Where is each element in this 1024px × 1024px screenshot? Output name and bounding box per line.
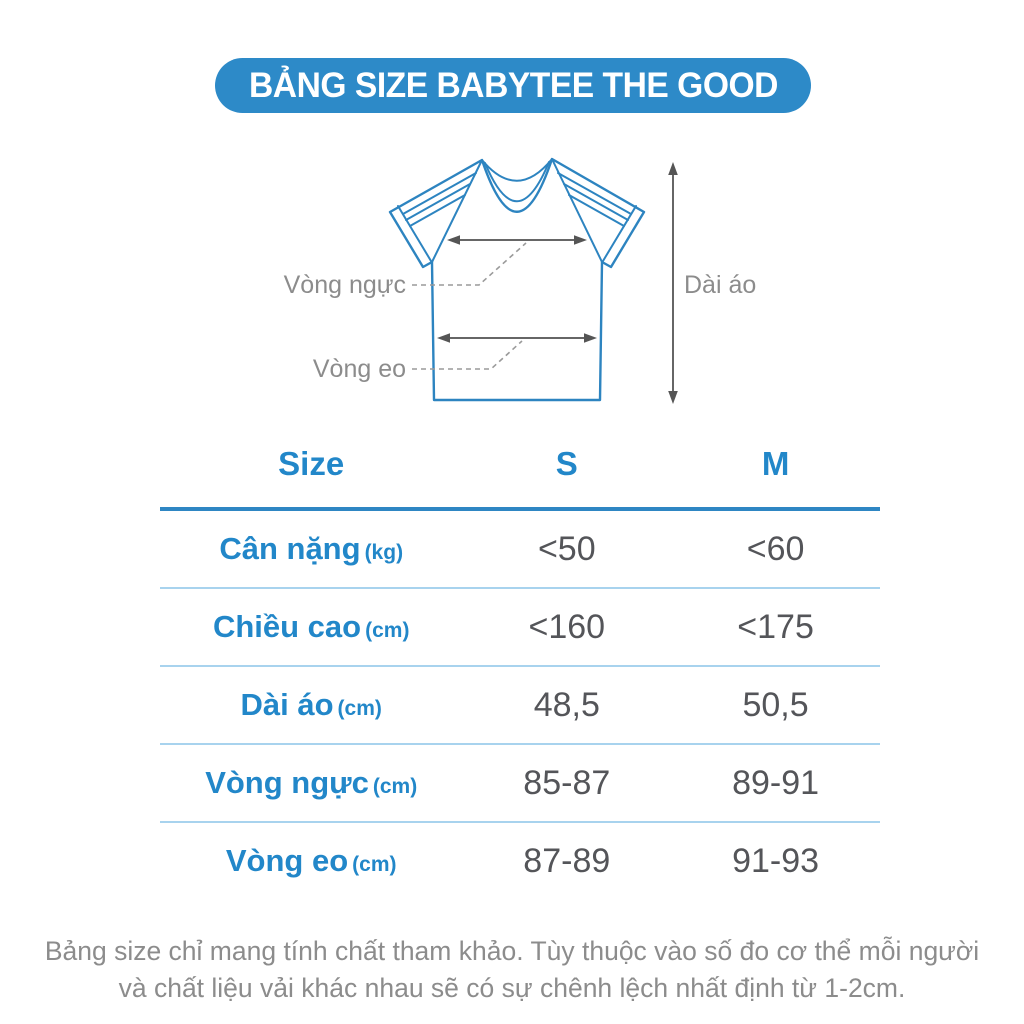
table-row-waist: Vòng eo (cm) 87-89 91-93 — [160, 823, 880, 899]
chest-label: Vòng ngực — [284, 271, 406, 299]
page-title: BẢNG SIZE BABYTEE THE GOOD — [248, 65, 778, 105]
leader-lines — [412, 242, 527, 370]
cell-value: 89-91 — [732, 763, 820, 802]
cell-value: <60 — [746, 529, 805, 568]
cell-value: <175 — [737, 607, 814, 646]
tshirt-outline-icon — [388, 157, 646, 402]
tshirt-details — [397, 158, 637, 263]
column-header-m: M — [761, 444, 790, 482]
sleeve-stripes-right — [557, 172, 632, 227]
row-unit: (cm) — [352, 853, 397, 876]
cell-value: 50,5 — [742, 685, 809, 724]
waist-width-arrow — [437, 333, 597, 343]
collar-opening-arc — [481, 158, 553, 182]
table-header-row: Size S M — [160, 420, 880, 511]
row-label: Vòng ngực (cm) — [205, 765, 418, 800]
tshirt-diagram-svg: Vòng ngực Vòng eo Dài áo — [284, 157, 756, 404]
cell-value: 48,5 — [533, 685, 600, 724]
size-column-header: Size — [278, 444, 345, 482]
row-unit: (cm) — [365, 619, 410, 642]
table-row-height: Chiều cao (cm) <160 <175 — [160, 589, 880, 667]
cell-value: 91-93 — [732, 841, 820, 880]
disclaimer-line-1: Bảng size chỉ mang tính chất tham khảo. … — [44, 935, 980, 966]
row-label: Chiều cao (cm) — [212, 609, 410, 644]
raglan-seam-left — [431, 159, 483, 263]
column-header-s: S — [555, 444, 578, 482]
cell-value: <50 — [537, 529, 596, 568]
table-row-weight: Cân nặng (kg) <50 <60 — [160, 511, 880, 589]
tshirt-diagram: Vòng ngực Vòng eo Dài áo — [252, 132, 772, 432]
row-unit: (kg) — [364, 541, 404, 564]
title-pill: BẢNG SIZE BABYTEE THE GOOD — [215, 58, 811, 113]
row-label: Cân nặng (kg) — [219, 531, 404, 566]
chest-width-arrow — [447, 235, 587, 245]
measure-arrows — [437, 162, 678, 404]
table-row-chest: Vòng ngực (cm) 85-87 89-91 — [160, 745, 880, 823]
row-unit: (cm) — [337, 697, 382, 720]
disclaimer-line-2: và chất liệu vải khác nhau sẽ có sự chên… — [118, 972, 906, 1003]
waist-label: Vòng eo — [313, 355, 406, 383]
cell-value: 85-87 — [523, 763, 611, 802]
row-label: Vòng eo (cm) — [225, 843, 397, 878]
cuff-line-left — [397, 205, 432, 262]
cell-value: <160 — [528, 607, 606, 646]
collar-band-arc — [484, 161, 550, 203]
row-unit: (cm) — [372, 775, 418, 798]
length-label: Dài áo — [684, 271, 756, 299]
table-row-shirt-length: Dài áo (cm) 48,5 50,5 — [160, 667, 880, 745]
length-arrow — [668, 162, 678, 404]
chest-leader-line — [412, 242, 527, 286]
disclaimer-note: Bảng size chỉ mang tính chất tham khảo. … — [0, 933, 1024, 1007]
row-label: Dài áo (cm) — [240, 687, 382, 722]
size-table: Size S M Cân nặng (kg) <50 <60 Chiều cao(… — [160, 420, 880, 899]
sleeve-stripes-left — [402, 172, 477, 227]
raglan-seam-right — [551, 158, 603, 263]
cuff-line-right — [602, 205, 637, 262]
cell-value: 87-89 — [523, 841, 611, 880]
